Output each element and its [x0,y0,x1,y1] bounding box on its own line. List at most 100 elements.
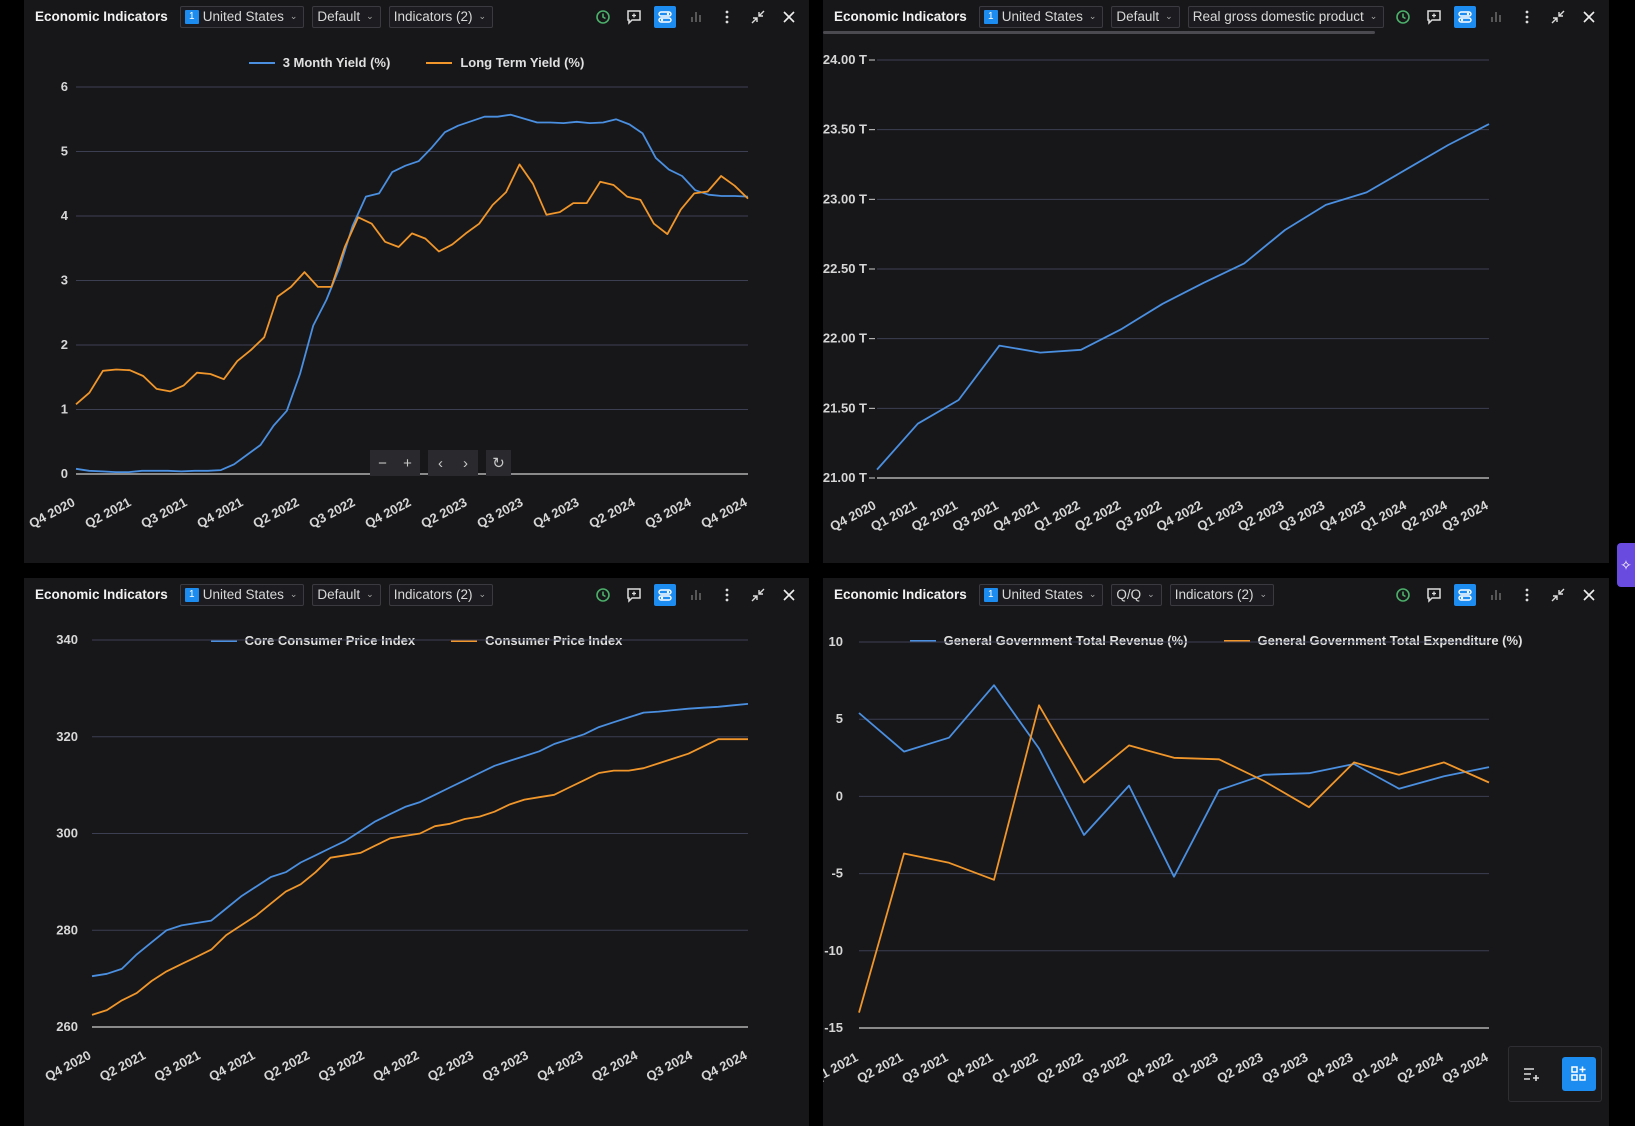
minimize-icon[interactable] [1547,584,1569,606]
minimize-icon[interactable] [747,6,769,28]
more-icon[interactable] [716,584,738,606]
preset-select[interactable]: Q/Q ⌄ [1111,583,1162,606]
close-icon[interactable] [1578,6,1600,28]
more-icon[interactable] [1516,6,1538,28]
x-tick-label: Q4 2021 [991,497,1042,534]
indicator-select[interactable]: Indicators (2) ⌄ [388,5,494,28]
y-tick-label: 22.00 T [823,331,867,346]
legend-item[interactable]: 3 Month Yield (%) [248,55,391,70]
country-select[interactable]: 1 United States ⌄ [179,583,305,606]
preset-select-value: Q/Q [1116,587,1142,602]
minimize-icon[interactable] [747,584,769,606]
minimize-icon[interactable] [1547,6,1569,28]
gdp-chart[interactable]: 21.00 T 21.50 T 22.00 T 22.50 T 23.00 T 23.50… [823,0,1609,563]
chevron-down-icon: ⌄ [1259,589,1268,599]
settings-toggle-icon[interactable] [1454,5,1476,28]
y-tick-label: 21.00 T [823,470,867,485]
history-icon[interactable] [592,6,614,28]
close-icon[interactable] [778,584,800,606]
chart-legend: General Government Total Revenue (%) Gen… [823,633,1609,648]
indicator-select[interactable]: Indicators (2) ⌄ [388,583,494,606]
series-line [91,738,748,1016]
add-widget-list-icon[interactable] [1514,1057,1548,1091]
chevron-down-icon: ⌄ [366,589,374,599]
indicator-select[interactable]: Indicators (2) ⌄ [1169,583,1275,606]
x-tick-label: Q3 2021 [899,1049,950,1086]
preset-select[interactable]: Default ⌄ [1111,5,1180,28]
preset-select[interactable]: Default ⌄ [312,583,381,606]
close-icon[interactable] [1578,584,1600,606]
preset-select[interactable]: Default ⌄ [312,5,381,28]
legend-label: General Government Total Revenue (%) [943,633,1188,648]
assistant-sparkle-icon[interactable]: ✧ [1617,543,1635,587]
comment-icon[interactable] [1423,6,1445,28]
comment-icon[interactable] [1423,584,1445,606]
y-tick-label: 3 [61,273,68,288]
panel-header: Economic Indicators 1 United States ⌄ De… [24,578,809,611]
comment-icon[interactable] [623,584,645,606]
legend-item[interactable]: Long Term Yield (%) [426,55,584,70]
pan-left-button[interactable]: ‹ [428,450,453,476]
legend-label: 3 Month Yield (%) [282,55,391,70]
header-scrollbar[interactable] [823,31,1375,34]
y-tick-label: 0 [61,466,68,481]
legend-swatch [248,61,275,64]
x-tick-label: Q2 2024 [586,494,638,531]
y-tick-label: -15 [824,1020,843,1035]
settings-toggle-icon[interactable] [1454,583,1476,606]
chevron-down-icon: ⌄ [478,11,487,21]
y-tick-label: 5 [61,144,68,159]
legend-label: General Government Total Expenditure (%) [1257,633,1523,648]
panel-toolbar [583,0,809,33]
x-tick-label: Q3 2021 [152,1047,203,1084]
x-tick-label: Q3 2024 [642,494,694,531]
chevron-down-icon: ⌄ [1369,11,1378,21]
legend-swatch [426,61,453,64]
country-select[interactable]: 1 United States ⌄ [978,5,1104,28]
add-widget-grid-icon[interactable] [1562,1057,1596,1091]
zoom-in-button[interactable]: + [395,450,420,476]
pan-right-button[interactable]: › [453,450,478,476]
x-tick-label: Q1 2022 [1031,497,1082,534]
indicator-select-value: Indicators (2) [393,9,473,24]
indicator-select[interactable]: Real gross domestic product ⌄ [1187,5,1385,28]
history-icon[interactable] [1392,584,1414,606]
more-icon[interactable] [1516,584,1538,606]
country-select[interactable]: 1 United States ⌄ [978,583,1104,606]
close-icon[interactable] [778,6,800,28]
bar-chart-icon[interactable] [1485,584,1507,606]
x-tick-label: Q2 2021 [82,494,133,531]
bar-chart-icon[interactable] [685,584,707,606]
x-tick-label: Q4 2023 [534,1047,585,1084]
country-number-badge: 1 [983,587,998,602]
more-icon[interactable] [716,6,738,28]
settings-toggle-icon[interactable] [654,5,676,28]
legend-item[interactable]: General Government Total Expenditure (%) [1223,633,1523,648]
country-number-badge: 1 [983,9,998,24]
x-tick-label: Q1 2023 [1195,497,1246,534]
preset-select-value: Default [317,587,361,602]
y-tick-label: 22.50 T [823,261,867,276]
legend-item[interactable]: General Government Total Revenue (%) [909,633,1188,648]
y-tick-label: 300 [56,826,78,841]
bar-chart-icon[interactable] [1485,6,1507,28]
settings-toggle-icon[interactable] [654,583,676,606]
chevron-down-icon: ⌄ [1147,589,1155,599]
bar-chart-icon[interactable] [685,6,707,28]
x-tick-label: Q3 2021 [950,497,1001,534]
x-tick-label: Q2 2021 [97,1047,148,1084]
x-tick-label: Q4 2024 [698,494,750,531]
country-select-value: United States [1001,9,1083,24]
history-icon[interactable] [1392,6,1414,28]
panel-toolbar [1383,0,1609,33]
y-tick-label: 1 [61,402,68,417]
zoom-out-button[interactable]: − [370,450,395,476]
reset-zoom-button[interactable]: ↻ [486,450,511,476]
x-tick-label: Q3 2023 [474,494,525,531]
country-select[interactable]: 1 United States ⌄ [179,5,305,28]
history-icon[interactable] [592,584,614,606]
comment-icon[interactable] [623,6,645,28]
